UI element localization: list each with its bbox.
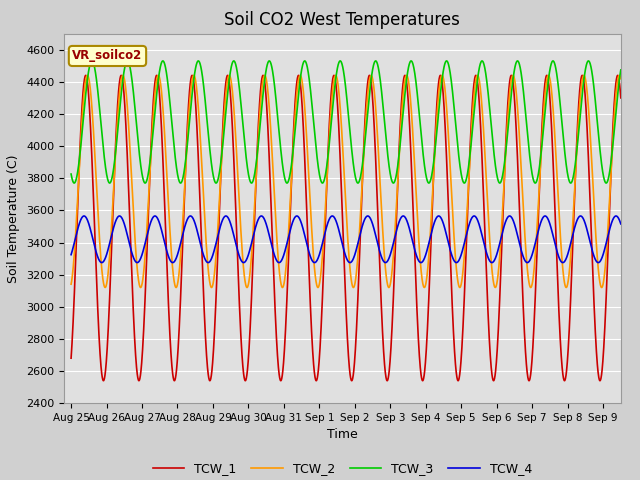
TCW_4: [163, 247, 170, 252]
TCW_2: [302, 122, 310, 128]
TCW_2: [130, 216, 138, 222]
Text: VR_soilco2: VR_soilco2: [72, 49, 143, 62]
TCW_2: [617, 76, 625, 82]
TCW_2: [163, 167, 170, 173]
Line: TCW_3: TCW_3: [71, 61, 621, 183]
TCW_2: [607, 182, 614, 188]
TCW_4: [257, 213, 265, 219]
TCW_3: [607, 164, 614, 170]
TCW_3: [130, 95, 138, 101]
TCW_1: [617, 95, 625, 101]
TCW_4: [67, 252, 75, 258]
TCW_2: [563, 285, 570, 290]
Line: TCW_2: TCW_2: [71, 75, 621, 288]
TCW_1: [614, 72, 621, 78]
TCW_3: [617, 67, 625, 73]
TCW_4: [607, 224, 614, 229]
TCW_1: [163, 249, 170, 255]
TCW_3: [278, 158, 286, 164]
TCW_4: [130, 255, 138, 261]
X-axis label: Time: Time: [327, 429, 358, 442]
TCW_3: [70, 180, 78, 186]
Title: Soil CO2 West Temperatures: Soil CO2 West Temperatures: [225, 11, 460, 29]
TCW_4: [617, 221, 625, 227]
TCW_4: [278, 256, 286, 262]
TCW_1: [67, 355, 75, 361]
Y-axis label: Soil Temperature (C): Soil Temperature (C): [8, 154, 20, 283]
TCW_1: [547, 113, 555, 119]
TCW_4: [595, 260, 602, 265]
Line: TCW_4: TCW_4: [71, 216, 621, 263]
TCW_4: [547, 225, 555, 230]
TCW_1: [278, 374, 286, 380]
TCW_3: [302, 60, 310, 65]
TCW_1: [302, 186, 310, 192]
Line: TCW_1: TCW_1: [71, 75, 621, 381]
Legend: TCW_1, TCW_2, TCW_3, TCW_4: TCW_1, TCW_2, TCW_3, TCW_4: [148, 457, 537, 480]
TCW_2: [154, 72, 162, 78]
TCW_2: [278, 284, 286, 290]
TCW_3: [478, 58, 486, 64]
TCW_3: [163, 71, 170, 77]
TCW_1: [606, 189, 614, 195]
TCW_4: [302, 237, 310, 243]
TCW_2: [547, 83, 555, 88]
TCW_3: [547, 61, 555, 67]
TCW_2: [67, 281, 75, 287]
TCW_1: [130, 319, 138, 324]
TCW_1: [206, 378, 214, 384]
TCW_3: [67, 171, 75, 177]
